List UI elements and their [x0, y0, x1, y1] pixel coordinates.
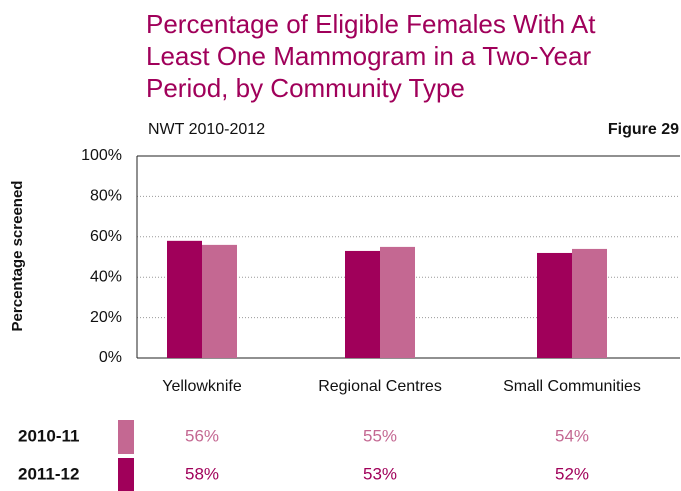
y-tick-label: 40%: [90, 268, 122, 285]
x-tick-label: Small Communities: [503, 378, 641, 395]
bar: [202, 244, 237, 358]
y-tick-label: 0%: [99, 349, 122, 366]
figure-label: Figure 29: [608, 121, 679, 138]
y-tick-label: 60%: [90, 228, 122, 245]
x-tick-label: Yellowknife: [162, 378, 242, 395]
legend-label: 2010-11: [18, 426, 79, 445]
y-tick-label: 20%: [90, 309, 122, 326]
y-tick-label: 100%: [81, 147, 122, 164]
value-label: 52%: [555, 464, 589, 483]
x-tick-label: Regional Centres: [318, 378, 442, 395]
chart-title: Percentage of Eligible Females With At L…: [146, 9, 596, 103]
bar: [380, 246, 415, 358]
bar: [537, 252, 572, 358]
title-box: Percentage of Eligible Females With At L…: [146, 9, 596, 103]
y-axis-title: Percentage screened: [9, 181, 26, 332]
bar: [345, 250, 380, 358]
legend-swatch: [118, 420, 134, 454]
legend-label: 2011-12: [18, 464, 79, 483]
value-label: 53%: [363, 464, 397, 483]
value-label: 58%: [185, 464, 219, 483]
subtitle: NWT 2010-2012: [148, 121, 265, 138]
legend-swatch: [118, 458, 134, 491]
value-label: 56%: [185, 426, 219, 445]
bar: [572, 248, 607, 358]
value-label: 54%: [555, 426, 589, 445]
bar: [167, 240, 202, 358]
y-tick-label: 80%: [90, 188, 122, 205]
value-label: 55%: [363, 426, 397, 445]
